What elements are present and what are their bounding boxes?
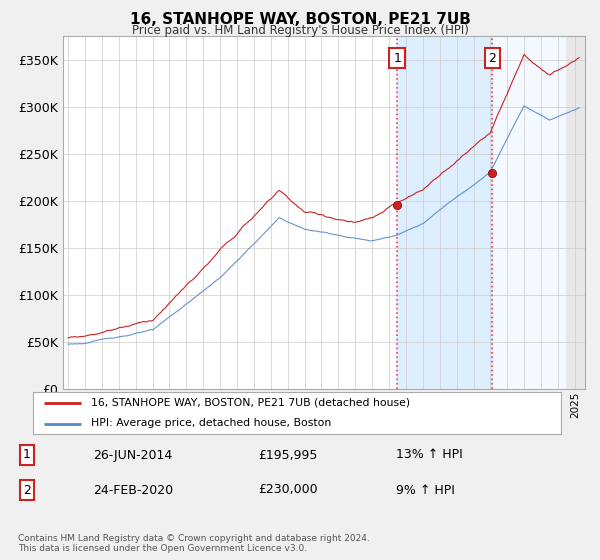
Text: HPI: Average price, detached house, Boston: HPI: Average price, detached house, Bost…: [91, 418, 331, 428]
Text: 13% ↑ HPI: 13% ↑ HPI: [396, 449, 463, 461]
Text: £230,000: £230,000: [258, 483, 317, 497]
Text: 9% ↑ HPI: 9% ↑ HPI: [396, 483, 455, 497]
Text: 16, STANHOPE WAY, BOSTON, PE21 7UB (detached house): 16, STANHOPE WAY, BOSTON, PE21 7UB (deta…: [91, 398, 410, 408]
Text: £195,995: £195,995: [258, 449, 317, 461]
Bar: [566, 36, 585, 389]
Text: 1: 1: [23, 449, 31, 461]
Text: This data is licensed under the Open Government Licence v3.0.: This data is licensed under the Open Gov…: [18, 544, 307, 553]
Bar: [397, 36, 493, 389]
Text: 2: 2: [23, 483, 31, 497]
Text: 1: 1: [393, 52, 401, 64]
Text: Price paid vs. HM Land Registry's House Price Index (HPI): Price paid vs. HM Land Registry's House …: [131, 24, 469, 37]
Text: Contains HM Land Registry data © Crown copyright and database right 2024.: Contains HM Land Registry data © Crown c…: [18, 534, 370, 543]
Text: 2: 2: [488, 52, 496, 64]
Text: 26-JUN-2014: 26-JUN-2014: [93, 449, 172, 461]
Text: 24-FEB-2020: 24-FEB-2020: [93, 483, 173, 497]
Text: 16, STANHOPE WAY, BOSTON, PE21 7UB: 16, STANHOPE WAY, BOSTON, PE21 7UB: [130, 12, 470, 27]
Bar: [493, 36, 566, 389]
